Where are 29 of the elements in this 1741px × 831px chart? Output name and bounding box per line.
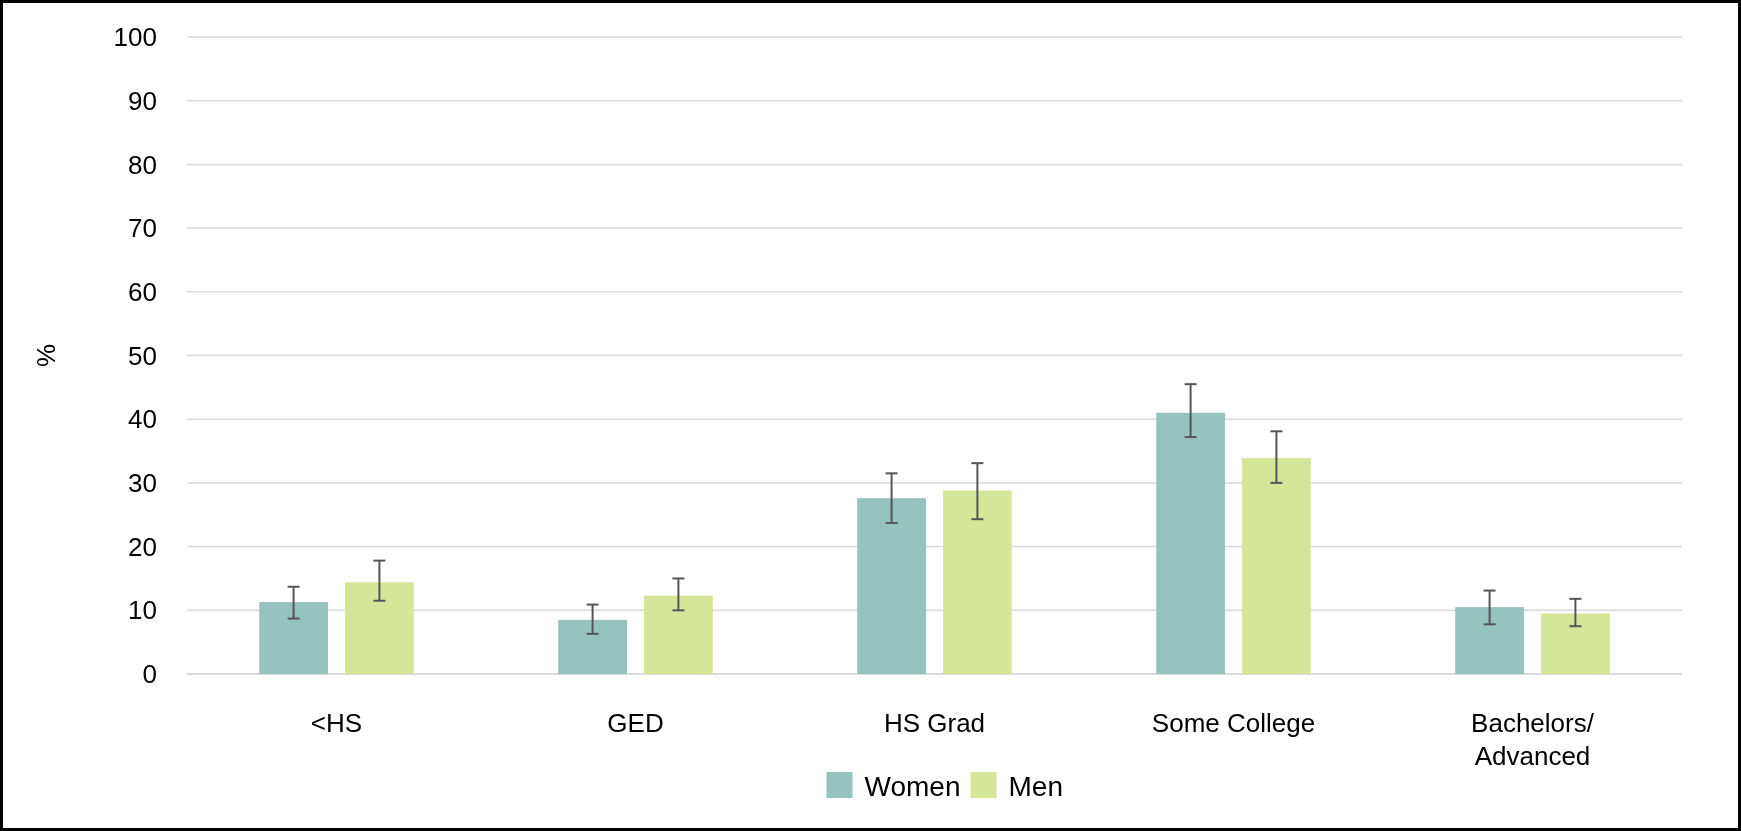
bar (1156, 412, 1225, 674)
legend-label: Women (864, 770, 961, 802)
bar (644, 595, 713, 674)
y-tick-label: 60 (128, 276, 157, 307)
x-tick-label: <HS (310, 708, 363, 738)
y-tick-label: 40 (128, 404, 157, 435)
y-tick-label: 80 (128, 149, 157, 180)
y-tick-label: 90 (128, 85, 157, 116)
y-tick-label: 20 (128, 531, 157, 562)
bar (1242, 458, 1311, 674)
x-tick-label: HS Grad (883, 708, 986, 738)
y-axis-title: % (31, 343, 61, 368)
y-tick-label: 100 (113, 22, 157, 53)
bar (558, 619, 627, 674)
y-tick-label: 50 (128, 340, 157, 371)
x-tick-label: Some College (1151, 708, 1316, 738)
x-tick-label: Bachelors/ Advanced (1471, 708, 1595, 771)
y-tick-label: 0 (142, 659, 157, 690)
y-tick-label: 70 (128, 213, 157, 244)
bar (943, 490, 1012, 674)
bar (1541, 613, 1610, 674)
bar (259, 602, 328, 674)
bar (857, 498, 926, 674)
y-tick-label: 30 (128, 468, 157, 498)
y-tick-label: 10 (128, 595, 157, 626)
legend-label: Men (1008, 770, 1063, 802)
bar (1455, 607, 1524, 674)
x-tick-label: GED (607, 708, 664, 738)
bar (345, 582, 414, 674)
